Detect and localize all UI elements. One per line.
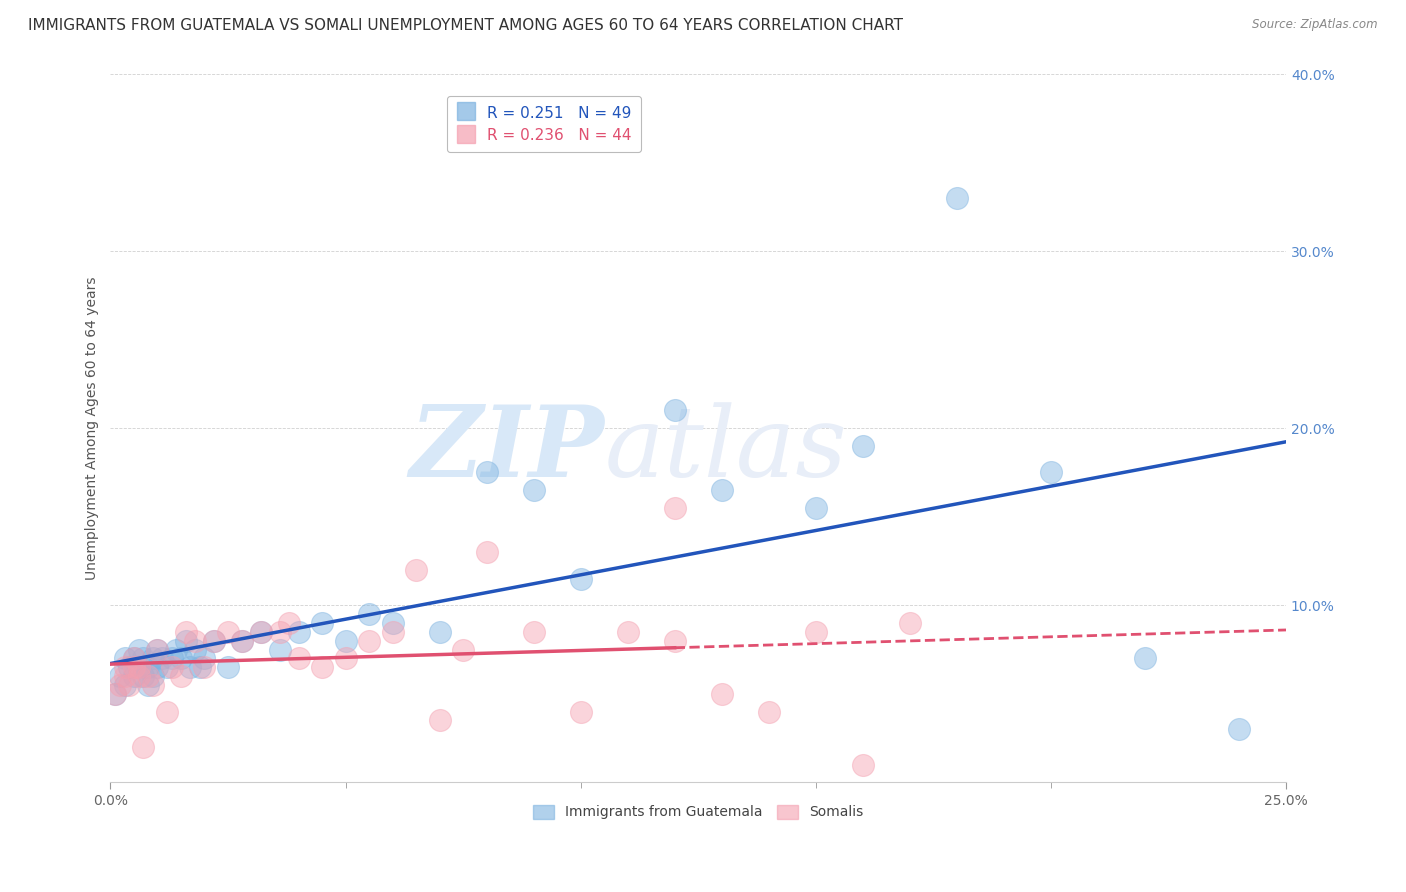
- Point: [108, 669, 131, 683]
- Point: [118, 660, 141, 674]
- Point: [269, 642, 291, 657]
- Point: [523, 483, 546, 498]
- Point: [202, 633, 225, 648]
- Point: [405, 563, 427, 577]
- Point: [193, 651, 215, 665]
- Point: [184, 633, 207, 648]
- Point: [278, 615, 301, 630]
- Point: [122, 669, 145, 683]
- Point: [122, 660, 145, 674]
- Point: [357, 633, 380, 648]
- Point: [193, 660, 215, 674]
- Point: [114, 651, 136, 665]
- Point: [1227, 723, 1250, 737]
- Point: [142, 678, 165, 692]
- Point: [160, 660, 183, 674]
- Point: [202, 633, 225, 648]
- Point: [128, 660, 150, 674]
- Point: [311, 615, 333, 630]
- Point: [381, 615, 404, 630]
- Point: [429, 624, 451, 639]
- Point: [758, 705, 780, 719]
- Point: [250, 624, 273, 639]
- Point: [128, 660, 150, 674]
- Point: [128, 642, 150, 657]
- Point: [170, 651, 193, 665]
- Point: [898, 615, 921, 630]
- Point: [174, 633, 197, 648]
- Point: [184, 642, 207, 657]
- Point: [150, 651, 173, 665]
- Point: [142, 651, 165, 665]
- Point: [852, 439, 875, 453]
- Point: [231, 633, 253, 648]
- Point: [122, 651, 145, 665]
- Legend: Immigrants from Guatemala, Somalis: Immigrants from Guatemala, Somalis: [527, 799, 869, 825]
- Y-axis label: Unemployment Among Ages 60 to 64 years: Unemployment Among Ages 60 to 64 years: [86, 277, 100, 580]
- Point: [664, 633, 686, 648]
- Point: [616, 624, 638, 639]
- Point: [132, 669, 155, 683]
- Text: IMMIGRANTS FROM GUATEMALA VS SOMALI UNEMPLOYMENT AMONG AGES 60 TO 64 YEARS CORRE: IMMIGRANTS FROM GUATEMALA VS SOMALI UNEM…: [28, 18, 903, 33]
- Point: [250, 624, 273, 639]
- Point: [114, 660, 136, 674]
- Point: [335, 633, 357, 648]
- Point: [475, 545, 498, 559]
- Point: [231, 633, 253, 648]
- Point: [1133, 651, 1156, 665]
- Point: [287, 651, 309, 665]
- Point: [146, 642, 169, 657]
- Point: [136, 678, 159, 692]
- Point: [188, 660, 211, 674]
- Point: [451, 642, 474, 657]
- Point: [146, 660, 169, 674]
- Point: [287, 624, 309, 639]
- Point: [569, 705, 592, 719]
- Point: [132, 651, 155, 665]
- Point: [710, 483, 733, 498]
- Point: [311, 660, 333, 674]
- Point: [114, 669, 136, 683]
- Point: [114, 678, 136, 692]
- Point: [136, 660, 159, 674]
- Point: [269, 624, 291, 639]
- Point: [804, 624, 827, 639]
- Point: [664, 500, 686, 515]
- Point: [160, 651, 183, 665]
- Point: [104, 687, 127, 701]
- Point: [664, 403, 686, 417]
- Point: [946, 191, 969, 205]
- Text: ZIP: ZIP: [409, 401, 605, 498]
- Point: [804, 500, 827, 515]
- Point: [429, 714, 451, 728]
- Point: [710, 687, 733, 701]
- Point: [170, 669, 193, 683]
- Point: [217, 660, 239, 674]
- Point: [1039, 466, 1062, 480]
- Point: [156, 660, 179, 674]
- Point: [108, 678, 131, 692]
- Point: [156, 705, 179, 719]
- Point: [217, 624, 239, 639]
- Point: [165, 642, 187, 657]
- Point: [335, 651, 357, 665]
- Point: [179, 660, 201, 674]
- Point: [132, 739, 155, 754]
- Point: [569, 572, 592, 586]
- Point: [475, 466, 498, 480]
- Point: [852, 757, 875, 772]
- Point: [523, 624, 546, 639]
- Point: [104, 687, 127, 701]
- Text: atlas: atlas: [605, 401, 846, 497]
- Point: [122, 651, 145, 665]
- Point: [146, 642, 169, 657]
- Point: [142, 669, 165, 683]
- Point: [136, 669, 159, 683]
- Point: [128, 669, 150, 683]
- Text: Source: ZipAtlas.com: Source: ZipAtlas.com: [1253, 18, 1378, 31]
- Point: [357, 607, 380, 621]
- Point: [118, 678, 141, 692]
- Point: [174, 624, 197, 639]
- Point: [381, 624, 404, 639]
